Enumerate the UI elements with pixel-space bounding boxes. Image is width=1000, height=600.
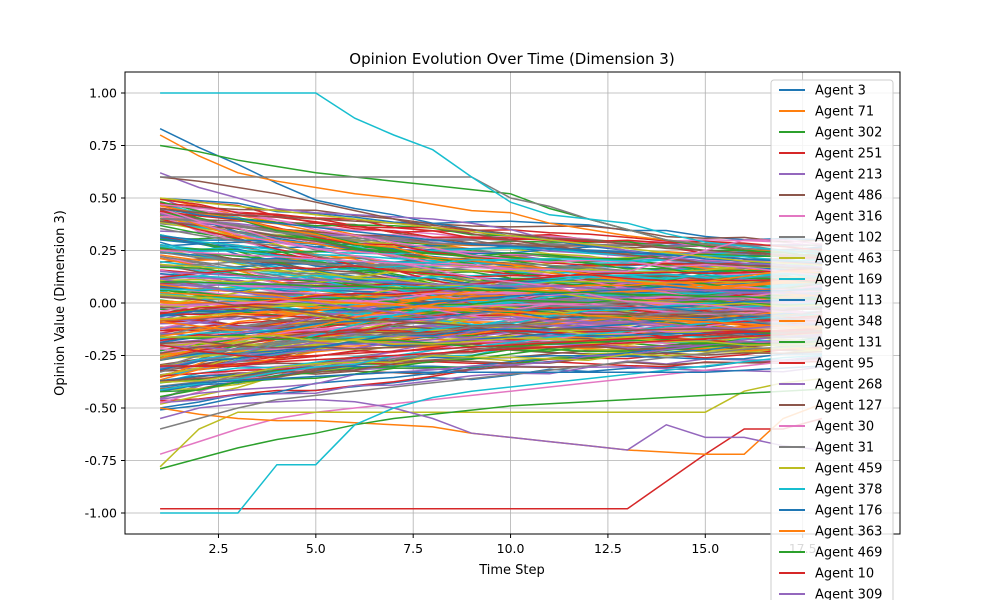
legend-label: Agent 71: [815, 105, 874, 120]
y-tick-label: -0.50: [85, 401, 117, 416]
series-line-agent-463: [159, 377, 823, 468]
legend-label: Agent 30: [815, 420, 874, 435]
agent-line-background: [160, 247, 823, 322]
agent-line-background: [159, 333, 823, 401]
agent-line-background: [159, 207, 823, 315]
legend-label: Agent 31: [815, 441, 874, 456]
legend: Agent 3 Agent 71 Agent 302 Agent 251 Agent 2…: [770, 79, 894, 600]
series-line-agent-176: [160, 365, 823, 388]
legend-box: [770, 79, 894, 600]
agent-line-background: [159, 281, 823, 341]
series-line-agent-309: [160, 270, 823, 296]
y-tick-label: -1.00: [85, 506, 117, 521]
legend-label: Agent 95: [815, 357, 874, 372]
series-line-agent-30: [160, 239, 823, 273]
agent-line-background: [160, 334, 823, 346]
legend-label: Agent 3: [815, 84, 866, 99]
legend-label: Agent 213: [815, 168, 882, 183]
series-line-agent-363: [160, 291, 823, 329]
legend-label: Agent 463: [815, 252, 882, 267]
x-axis-label: Time Step: [478, 563, 545, 578]
series-line-agent-378: [160, 354, 823, 514]
legend-entries: Agent 3 Agent 71 Agent 302 Agent 251 Agent 2…: [779, 84, 882, 600]
series-line-agent-10: [160, 331, 823, 367]
agent-line-background: [159, 281, 823, 360]
legend-label: Agent 459: [815, 462, 882, 477]
series-line-agent-268: [159, 398, 823, 451]
series-line-agent-31: [159, 344, 823, 430]
legend-label: Agent 176: [815, 504, 882, 519]
legend-label: Agent 113: [815, 294, 882, 309]
series-line-agent-102: [160, 176, 823, 254]
series-line-agent-95: [159, 327, 823, 359]
agent-line-background: [160, 273, 823, 281]
series-line-agent-251: [160, 417, 823, 510]
series-line-agent-131: [159, 388, 823, 470]
agent-line-background: [159, 310, 823, 361]
legend-label: Agent 102: [815, 231, 882, 246]
series-line-agent-459: [160, 197, 823, 266]
y-tick-label: 0.00: [89, 296, 117, 311]
x-axis-ticks: 2.55.07.510.012.515.017.5: [209, 534, 817, 556]
y-tick-label: 0.25: [89, 243, 117, 258]
agent-line-background: [159, 266, 823, 315]
legend-label: Agent 309: [815, 588, 882, 600]
y-tick-label: -0.25: [85, 348, 117, 363]
x-tick-label: 5.0: [306, 541, 326, 556]
y-axis-ticks: -1.00 -0.75 -0.50 -0.25 0.00 0.25 0.50 0.75 1.00: [85, 86, 125, 521]
legend-label: Agent 469: [815, 546, 882, 561]
x-tick-label: 7.5: [403, 541, 423, 556]
agent-line-background: [159, 287, 823, 373]
series-line-agent-486: [160, 176, 823, 271]
agent-line-background: [160, 247, 823, 260]
legend-label: Agent 316: [815, 210, 882, 225]
agent-line-background: [160, 328, 823, 368]
agent-line-background: [159, 310, 823, 371]
agent-line-background: [160, 366, 823, 404]
legend-label: Agent 486: [815, 189, 882, 204]
legend-label: Agent 302: [815, 126, 882, 141]
series-line-agent-127: [160, 207, 823, 258]
series-line-agent-469: [160, 281, 823, 300]
y-tick-label: 0.50: [89, 191, 117, 206]
legend-label: Agent 131: [815, 336, 882, 351]
y-tick-label: 0.75: [89, 138, 117, 153]
agent-line-background: [160, 203, 823, 277]
x-tick-label: 2.5: [209, 541, 229, 556]
series-line-agent-169: [160, 92, 823, 256]
legend-label: Agent 363: [815, 525, 882, 540]
agent-line-background: [159, 277, 823, 330]
legend-label: Agent 169: [815, 273, 882, 288]
chart-title: Opinion Evolution Over Time (Dimension 3…: [349, 50, 674, 68]
y-tick-label: 1.00: [89, 86, 117, 101]
x-tick-label: 10.0: [497, 541, 525, 556]
legend-label: Agent 348: [815, 315, 882, 330]
agent-line-background: [160, 342, 823, 411]
y-tick-label: -0.75: [85, 453, 117, 468]
y-axis-label: Opinion Value (Dimension 3): [53, 210, 68, 396]
series-line-agent-213: [159, 172, 823, 269]
agent-line-background: [160, 296, 823, 334]
agent-line-background: [160, 245, 823, 264]
legend-label: Agent 268: [815, 378, 882, 393]
x-tick-label: 15.0: [691, 541, 719, 556]
agent-line-background: [160, 198, 823, 251]
series-line-agent-302: [159, 144, 823, 258]
legend-label: Agent 10: [815, 567, 874, 582]
legend-label: Agent 378: [815, 483, 882, 498]
agent-line-background: [159, 275, 823, 331]
legend-label: Agent 251: [815, 147, 882, 162]
series-lines: [159, 92, 823, 514]
x-tick-label: 12.5: [594, 541, 622, 556]
legend-label: Agent 127: [815, 399, 882, 414]
background-agent-lines: [159, 197, 823, 411]
agent-line-background: [159, 205, 823, 298]
series-line-agent-348: [159, 403, 823, 455]
agent-line-background: [160, 286, 823, 322]
